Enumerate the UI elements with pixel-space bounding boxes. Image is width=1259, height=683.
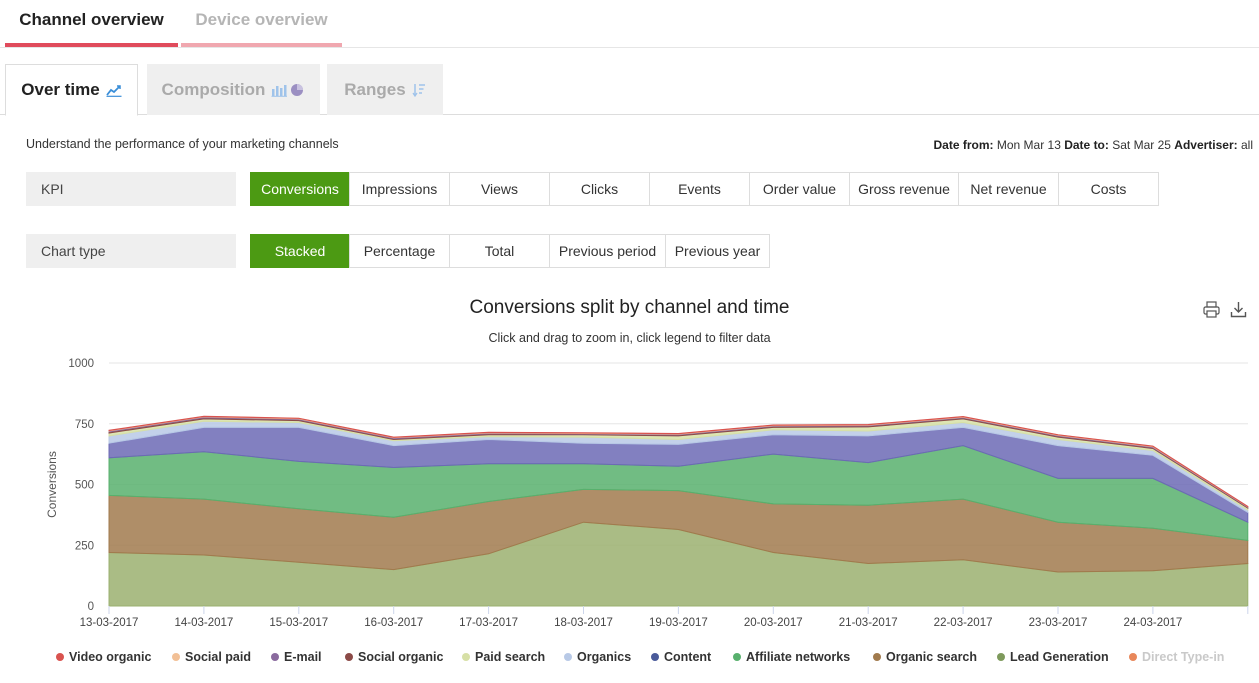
legend-item[interactable]: Social paid [172,650,251,664]
legend-label: Social organic [358,650,444,664]
x-tick-label: 17-03-2017 [459,617,518,629]
legend-item[interactable]: Social organic [345,650,443,664]
sub-tab-bar: Over time Composition Ranges [0,64,1259,116]
legend-dot-icon [564,653,572,661]
kpi-gross-revenue-button[interactable]: Gross revenue [849,172,959,206]
legend-dot-icon [997,653,1005,661]
legend-item[interactable]: Lead Generation [997,650,1109,664]
x-tick-label: 14-03-2017 [174,617,233,629]
x-tick-label: 18-03-2017 [554,617,613,629]
legend-label: Organic search [886,650,978,664]
filter-summary: Date from: Mon Mar 13 Date to: Sat Mar 2… [933,138,1253,152]
advertiser-value: all [1240,138,1253,152]
kpi-impressions-button[interactable]: Impressions [349,172,450,206]
legend-label: Video organic [69,650,152,664]
legend-dot-icon [462,653,470,661]
legend-dot-icon [345,653,353,661]
x-tick-label: 13-03-2017 [80,617,139,629]
tab-composition[interactable]: Composition [147,64,320,115]
y-tick-label: 0 [88,601,94,613]
chart-type-previous-year-button[interactable]: Previous year [665,234,770,268]
kpi-selector: Conversions Impressions Views Clicks Eve… [250,172,1159,206]
legend-dot-icon [733,653,741,661]
chart-title: Conversions split by channel and time [469,297,790,318]
legend-label: Content [664,650,712,664]
y-axis-label: Conversions [45,451,59,518]
x-tick-label: 23-03-2017 [1029,617,1088,629]
chart-legend: Video organic Social paid E-mail Social org… [0,650,1259,670]
kpi-net-revenue-button[interactable]: Net revenue [958,172,1059,206]
legend-label: Lead Generation [1010,650,1109,664]
date-to-label: Date to: [1064,138,1109,152]
x-tick-label: 16-03-2017 [364,617,423,629]
kpi-order-value-button[interactable]: Order value [749,172,850,206]
date-from-value: Mon Mar 13 [996,138,1061,152]
chart-type-stacked-button[interactable]: Stacked [250,234,350,268]
legend-dot-icon [1129,653,1137,661]
chart-type-percentage-button[interactable]: Percentage [349,234,450,268]
tab-ranges-label: Ranges [344,79,406,99]
sort-icon [412,83,425,97]
advertiser-label: Advertiser: [1174,138,1238,152]
legend-label: Organics [577,650,632,664]
chart-type-total-button[interactable]: Total [449,234,550,268]
line-chart-icon [106,85,122,97]
page-description: Understand the performance of your marke… [26,137,339,151]
kpi-label: KPI [26,172,236,206]
legend-label: Direct Type-in [1142,650,1225,664]
tab-over-time[interactable]: Over time [5,64,138,116]
x-tick-label: 20-03-2017 [744,617,803,629]
kpi-events-button[interactable]: Events [649,172,750,206]
legend-label: Paid search [475,650,546,664]
legend-item[interactable]: Video organic [56,650,151,664]
kpi-clicks-button[interactable]: Clicks [549,172,650,206]
legend-item[interactable]: Direct Type-in [1129,650,1224,664]
legend-item[interactable]: Affiliate networks [733,650,850,664]
y-tick-label: 1000 [68,358,94,370]
legend-item[interactable]: Content [651,650,711,664]
x-tick-label: 21-03-2017 [839,617,898,629]
chart-type-selector: Stacked Percentage Total Previous period… [250,234,770,268]
y-tick-label: 500 [75,480,94,492]
chart-type-previous-period-button[interactable]: Previous period [549,234,666,268]
tab-over-time-label: Over time [21,80,100,99]
legend-dot-icon [271,653,279,661]
legend-item[interactable]: Organic search [873,650,977,664]
legend-label: E-mail [284,650,322,664]
legend-dot-icon [873,653,881,661]
x-tick-label: 22-03-2017 [934,617,993,629]
legend-label: Affiliate networks [746,650,851,664]
tab-ranges[interactable]: Ranges [327,64,443,115]
series-area-video-organic [108,415,1249,508]
tab-composition-label: Composition [161,79,266,99]
date-from-label: Date from: [933,138,994,152]
kpi-costs-button[interactable]: Costs [1058,172,1159,206]
legend-dot-icon [172,653,180,661]
date-to-value: Sat Mar 25 [1112,138,1171,152]
legend-label: Social paid [185,650,251,664]
legend-dot-icon [651,653,659,661]
legend-item[interactable]: Paid search [462,650,545,664]
conversions-area-chart[interactable]: 0 250 500 750 1000 Conversions 13-03-2017 14-03… [0,350,1259,640]
legend-item[interactable]: Organics [564,650,631,664]
tab-device-overview[interactable]: Device overview [181,0,342,47]
top-tab-bar: Channel overview Device overview [0,0,1259,48]
x-tick-label: 24-03-2017 [1123,617,1182,629]
x-tick-label: 19-03-2017 [649,617,708,629]
y-tick-label: 750 [75,419,94,431]
legend-dot-icon [56,653,64,661]
x-tick-label: 15-03-2017 [269,617,328,629]
tab-channel-overview[interactable]: Channel overview [5,0,178,47]
kpi-views-button[interactable]: Views [449,172,550,206]
legend-item[interactable]: E-mail [271,650,322,664]
chart-subtitle: Click and drag to zoom in, click legend … [488,331,771,345]
chart-toolbar [1203,301,1247,318]
y-tick-label: 250 [75,540,94,552]
bar-pie-icon [271,83,304,97]
print-icon[interactable] [1203,301,1220,318]
chart-type-label: Chart type [26,234,236,268]
kpi-conversions-button[interactable]: Conversions [250,172,350,206]
download-icon[interactable] [1230,301,1247,318]
